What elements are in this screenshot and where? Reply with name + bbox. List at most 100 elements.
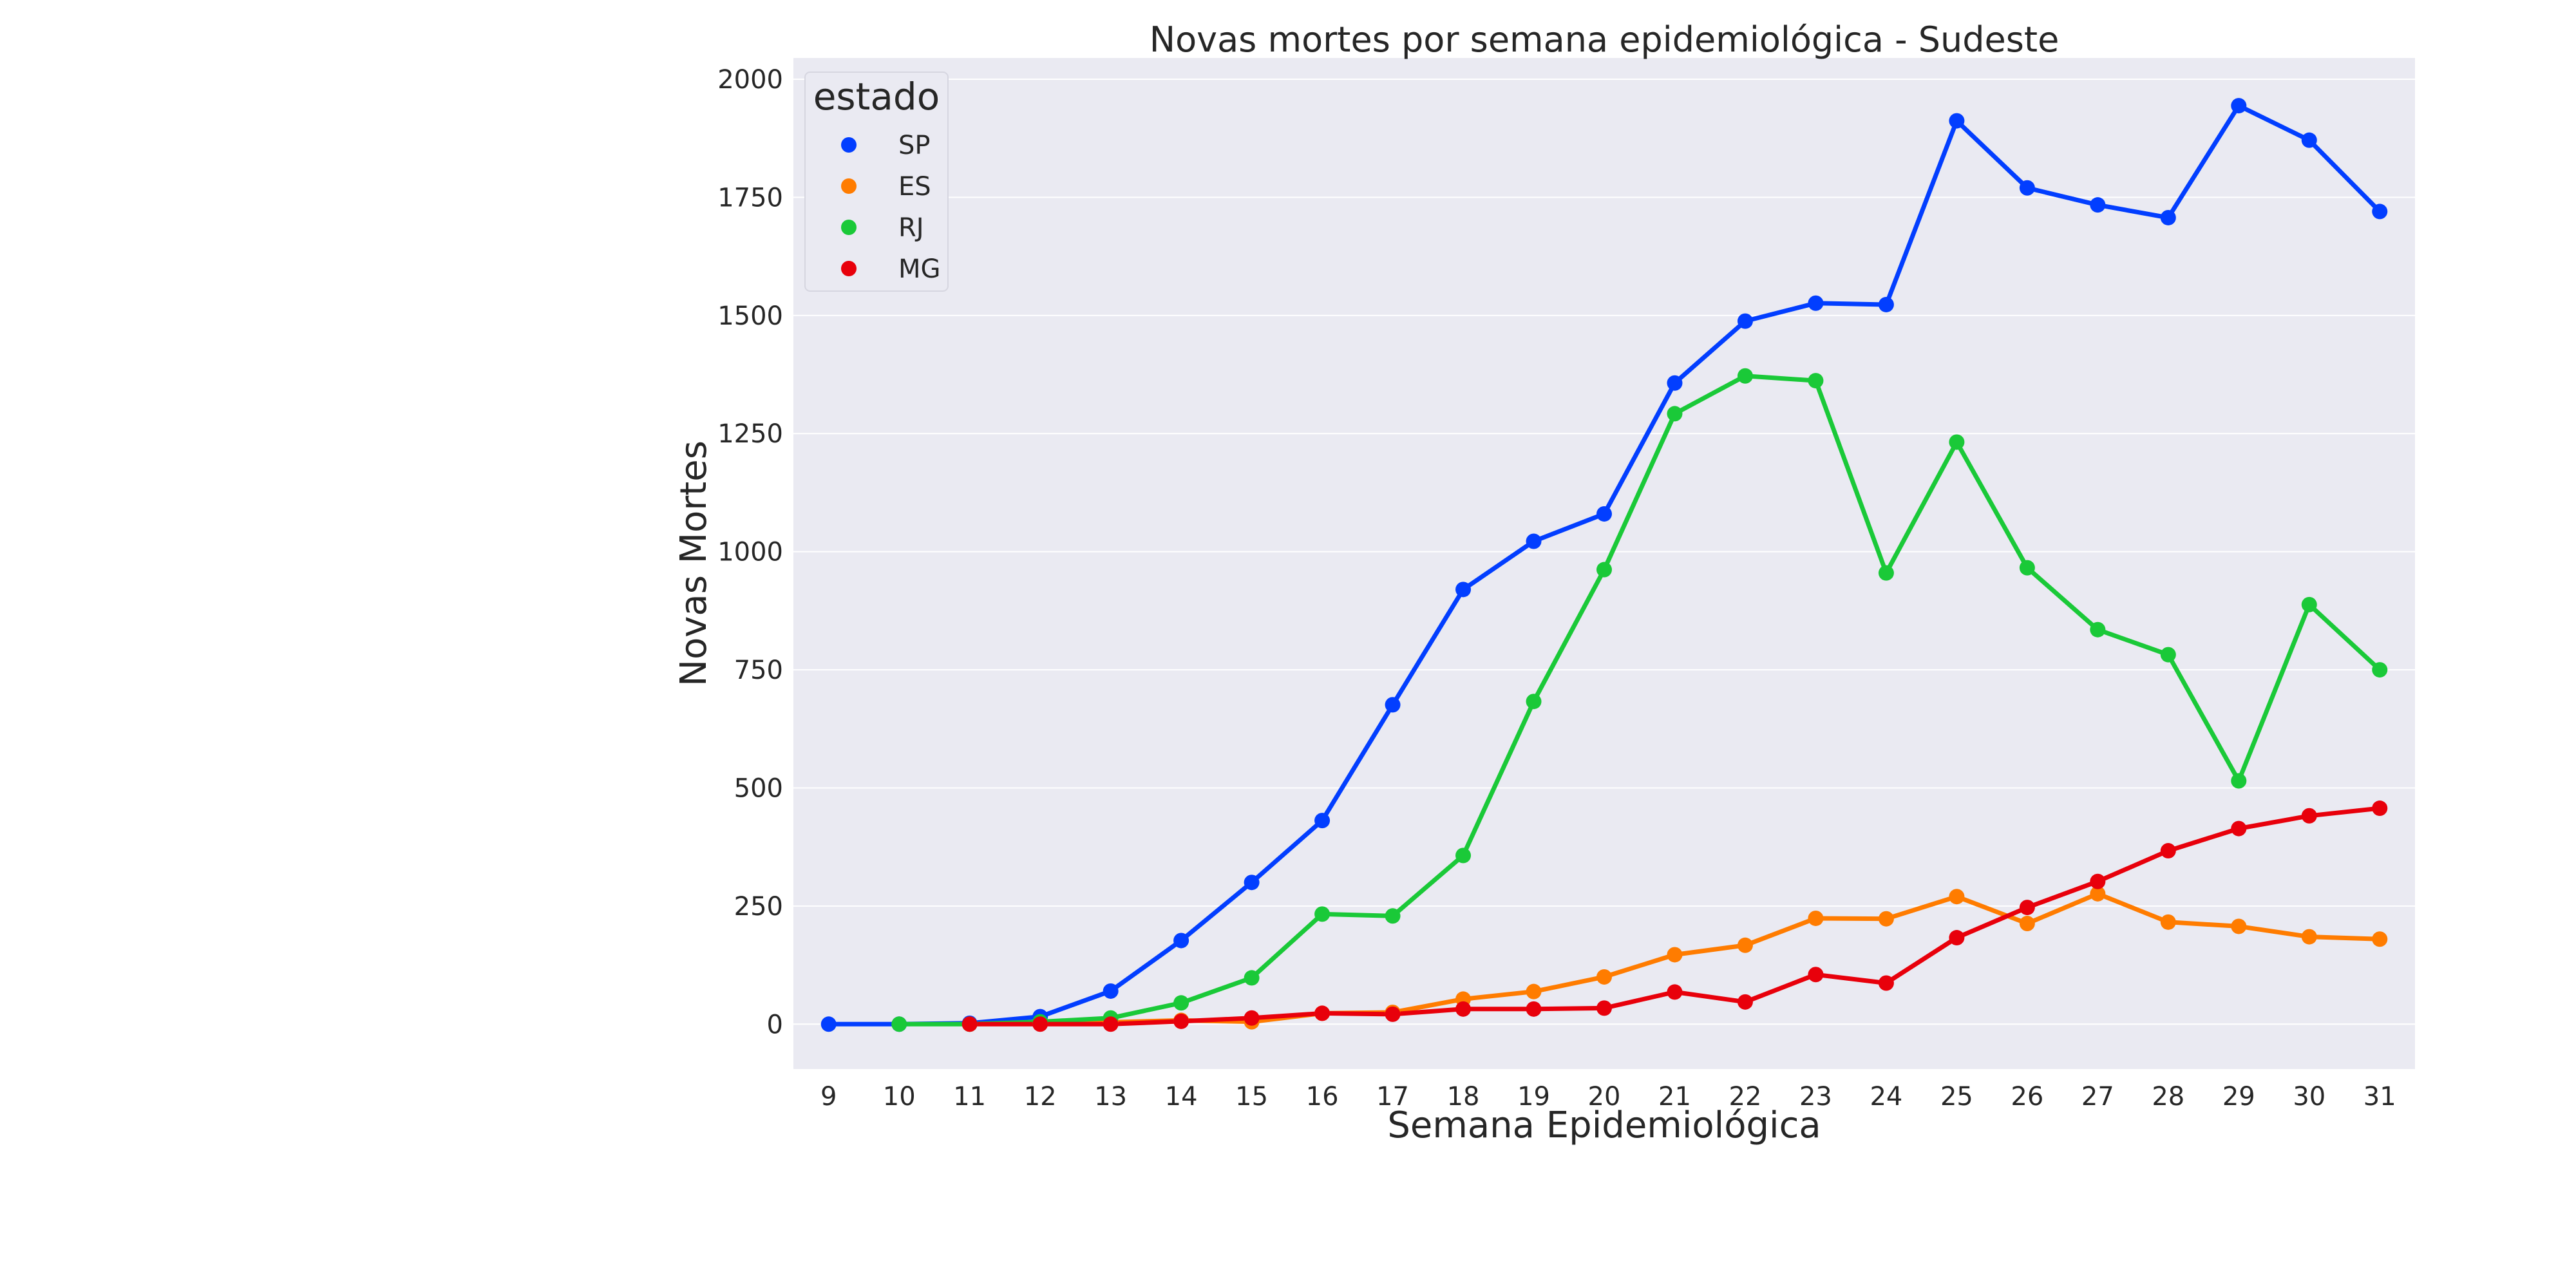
data-point-rj — [1385, 908, 1401, 924]
legend-marker-sp — [841, 137, 857, 153]
data-point-mg — [1808, 967, 1824, 983]
data-point-sp — [2372, 204, 2388, 220]
data-point-sp — [2160, 209, 2176, 225]
data-point-rj — [1173, 995, 1189, 1011]
data-point-mg — [2090, 873, 2106, 889]
x-tick-label: 30 — [2293, 1082, 2325, 1112]
data-point-sp — [1878, 296, 1894, 312]
data-point-mg — [1103, 1016, 1119, 1032]
y-tick-label: 0 — [767, 1010, 783, 1039]
data-point-mg — [1244, 1010, 1260, 1026]
data-point-es — [1878, 911, 1894, 927]
x-tick-label: 11 — [953, 1082, 986, 1112]
y-tick-label: 1250 — [717, 419, 783, 449]
data-point-mg — [1314, 1005, 1331, 1021]
data-point-sp — [1667, 375, 1683, 391]
x-tick-label: 24 — [1870, 1082, 1902, 1112]
x-tick-label: 20 — [1588, 1082, 1621, 1112]
y-axis-title: Novas Mortes — [673, 440, 715, 687]
data-point-rj — [1878, 565, 1894, 581]
data-point-sp — [2019, 180, 2035, 196]
data-point-mg — [1173, 1013, 1189, 1029]
data-point-rj — [2372, 662, 2388, 678]
y-tick-label: 1500 — [717, 301, 783, 331]
x-tick-label: 28 — [2152, 1082, 2184, 1112]
data-point-mg — [1596, 1000, 1612, 1016]
data-point-rj — [2019, 560, 2035, 576]
data-point-rj — [2301, 596, 2317, 612]
x-tick-label: 29 — [2222, 1082, 2255, 1112]
data-point-rj — [1314, 906, 1331, 922]
y-tick-label: 1000 — [717, 538, 783, 567]
chart-title: Novas mortes por semana epidemiológica -… — [1150, 19, 2060, 60]
series-line-rj — [896, 374, 2382, 1027]
data-point-es — [1596, 969, 1612, 985]
x-tick-label: 19 — [1517, 1082, 1550, 1112]
data-point-sp — [1103, 983, 1119, 999]
data-point-sp — [1737, 313, 1753, 329]
data-point-es — [2372, 931, 2388, 947]
legend-label-es: ES — [898, 172, 931, 202]
data-point-sp — [1173, 933, 1189, 949]
data-point-rj — [1667, 406, 1683, 422]
x-tick-label: 27 — [2081, 1082, 2114, 1112]
data-point-es — [2160, 914, 2176, 930]
data-point-sp — [2231, 98, 2247, 114]
data-point-es — [2231, 918, 2247, 934]
x-tick-label: 12 — [1024, 1082, 1057, 1112]
data-point-rj — [2160, 647, 2176, 663]
data-point-rj — [1737, 368, 1753, 384]
data-point-mg — [1878, 975, 1894, 991]
data-point-sp — [2090, 197, 2106, 213]
data-point-sp — [1596, 506, 1612, 522]
legend-marker-mg — [841, 261, 857, 276]
x-tick-label: 23 — [1799, 1082, 1832, 1112]
x-tick-label: 13 — [1094, 1082, 1127, 1112]
legend-label-rj: RJ — [898, 213, 924, 243]
legend-items: SP ES RJ MG — [841, 131, 941, 284]
x-tick-label: 16 — [1306, 1082, 1339, 1112]
data-point-mg — [1032, 1016, 1048, 1032]
x-tick-label: 18 — [1447, 1082, 1480, 1112]
data-point-mg — [1667, 984, 1683, 1000]
data-point-sp — [1244, 875, 1260, 891]
data-point-mg — [2372, 800, 2388, 817]
y-tick-label: 500 — [734, 773, 783, 803]
x-tick-label: 10 — [883, 1082, 916, 1112]
data-point-sp — [1455, 582, 1472, 598]
y-tick-label: 750 — [734, 656, 783, 685]
data-point-mg — [2301, 808, 2317, 824]
legend-title: estado — [813, 75, 940, 118]
data-point-sp — [2301, 132, 2317, 148]
legend-marker-rj — [841, 220, 857, 235]
legend-marker-es — [841, 178, 857, 194]
y-axis-ticks: 0 250 500 750 1000 1250 1500 1750 2000 — [717, 65, 783, 1039]
data-point-mg — [1737, 994, 1753, 1010]
x-tick-label: 14 — [1165, 1082, 1198, 1112]
data-point-rj — [1455, 848, 1472, 864]
data-point-sp — [1949, 113, 1965, 129]
data-point-rj — [2090, 621, 2106, 638]
y-tick-label: 1750 — [717, 183, 783, 213]
data-point-es — [1949, 889, 1965, 905]
y-tick-label: 2000 — [717, 65, 783, 95]
legend-label-mg: MG — [898, 254, 941, 284]
data-point-mg — [1455, 1001, 1472, 1017]
data-point-es — [1737, 937, 1753, 953]
data-point-es — [2090, 886, 2106, 902]
data-point-rj — [1949, 434, 1965, 450]
data-point-rj — [1808, 373, 1824, 389]
data-point-es — [2019, 916, 2035, 932]
legend-box — [804, 71, 949, 292]
y-tick-label: 250 — [734, 892, 783, 922]
x-tick-label: 9 — [820, 1082, 837, 1112]
x-tick-label: 26 — [2011, 1082, 2043, 1112]
data-point-rj — [1596, 562, 1612, 578]
x-tick-label: 15 — [1235, 1082, 1268, 1112]
data-point-sp — [820, 1016, 837, 1032]
x-tick-label: 25 — [1940, 1082, 1973, 1112]
x-tick-label: 31 — [2363, 1082, 2396, 1112]
data-point-mg — [961, 1016, 978, 1032]
data-point-sp — [1808, 295, 1824, 311]
data-point-mg — [1949, 930, 1965, 946]
